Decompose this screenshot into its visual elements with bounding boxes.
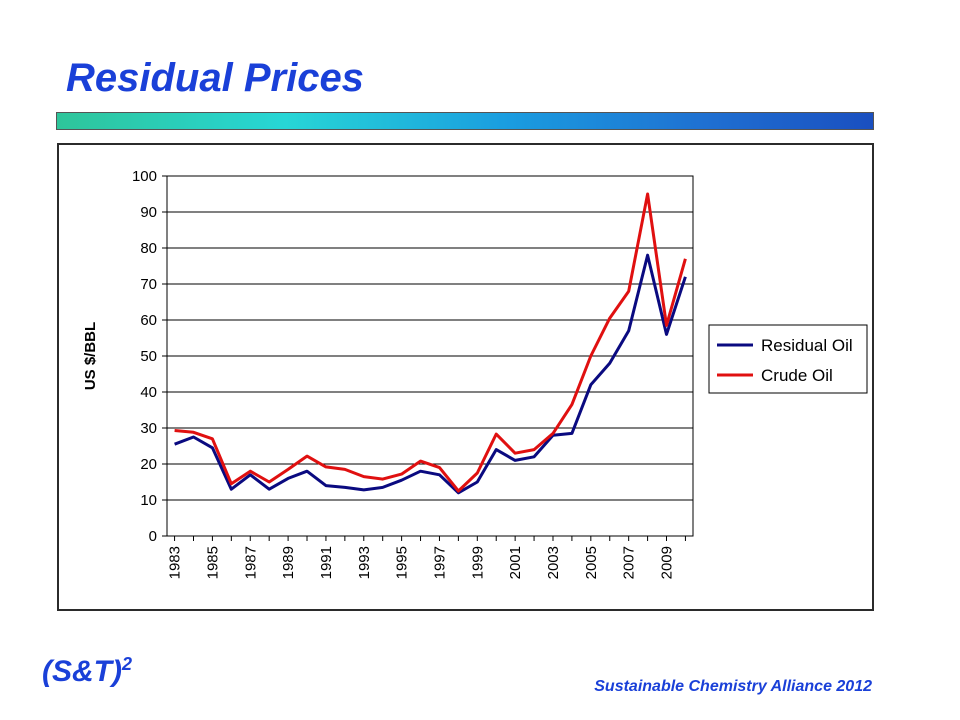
brand-superscript: 2	[121, 654, 132, 674]
x-tick-label: 2007	[621, 546, 638, 579]
title-gradient-bar	[56, 112, 874, 130]
x-tick-label: 1985	[204, 546, 221, 579]
x-tick-label: 1987	[242, 546, 259, 579]
y-axis-label: US $/BBL	[82, 322, 99, 390]
x-tick-label: 1997	[431, 546, 448, 579]
y-tick-label: 60	[140, 312, 157, 329]
brand-logo: (S&T)2	[42, 654, 132, 689]
y-tick-label: 0	[149, 528, 157, 545]
x-tick-label: 1983	[167, 546, 184, 579]
y-tick-label: 70	[140, 276, 157, 293]
legend-label: Residual Oil	[761, 336, 853, 355]
y-axis-ticks: 0 10 20 30 40 50 60 70 80 90 100	[132, 168, 167, 545]
y-tick-label: 20	[140, 456, 157, 473]
chart-series	[174, 192, 687, 495]
legend-box	[708, 324, 868, 394]
series-line-residual-oil	[174, 253, 687, 495]
legend-label: Crude Oil	[761, 366, 833, 385]
x-tick-label: 2005	[583, 546, 600, 579]
y-tick-label: 100	[132, 168, 157, 185]
x-tick-label: 2003	[545, 546, 562, 579]
x-tick-label: 2009	[659, 546, 676, 579]
x-tick-label: 1993	[356, 546, 373, 579]
x-tick-label: 1995	[394, 546, 411, 579]
chart-legend: Residual Oil Crude Oil	[708, 324, 868, 394]
brand-text: (S&T)	[42, 655, 122, 688]
y-tick-label: 30	[140, 420, 157, 437]
x-tick-label: 1999	[469, 546, 486, 579]
footer-text: Sustainable Chemistry Alliance 2012	[594, 678, 872, 695]
x-tick-label: 2001	[507, 546, 524, 579]
y-tick-label: 40	[140, 384, 157, 401]
y-tick-label: 50	[140, 348, 157, 365]
y-tick-label: 80	[140, 240, 157, 257]
chart-frame: 0 10 20 30 40 50 60 70 80 90 100 1983 1985 1987 1989 1…	[57, 143, 874, 611]
y-tick-label: 10	[140, 492, 157, 509]
x-tick-label: 1989	[280, 546, 297, 579]
x-axis-ticks: 1983 1985 1987 1989 1991 1993 1995 1997 1999 2001…	[167, 536, 686, 579]
chart-gridlines	[167, 175, 693, 501]
y-tick-label: 90	[140, 204, 157, 221]
series-line-crude-oil	[174, 192, 687, 493]
x-tick-label: 1991	[318, 546, 335, 579]
slide-title: Residual Prices	[66, 56, 364, 100]
